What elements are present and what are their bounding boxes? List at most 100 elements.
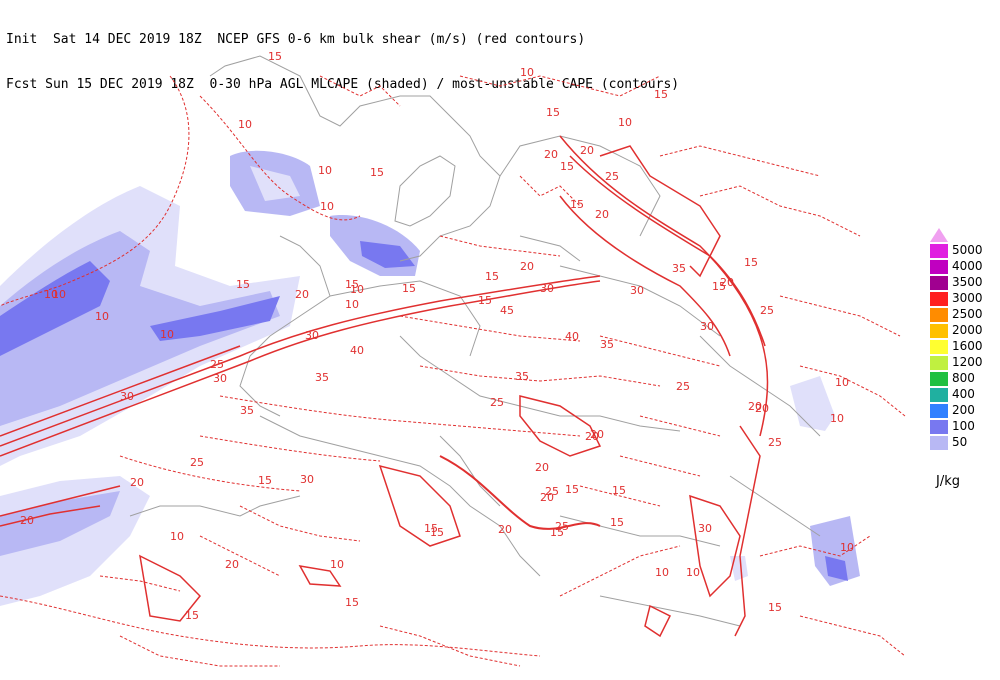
shear-label: 20 (590, 428, 604, 441)
header-init-line: Init Sat 14 DEC 2019 18Z NCEP GFS 0-6 km… (6, 32, 586, 47)
shear-label: 15 (424, 522, 438, 535)
shear-label: 15 (744, 256, 758, 269)
shear-label: 10 (830, 412, 844, 425)
shear-label: 10 (44, 288, 58, 301)
shear-contours (0, 135, 769, 638)
legend-row: 4000 (928, 258, 1000, 274)
shear-label: 25 (190, 456, 204, 469)
legend-label: 800 (952, 371, 975, 385)
shear-label: 15 (570, 198, 584, 211)
shear-label: 15 (185, 609, 199, 622)
shear-label: 15 (546, 106, 560, 119)
shear-label: 45 (500, 304, 514, 317)
shear-label: 25 (210, 358, 224, 371)
legend-swatch (930, 388, 948, 402)
shear-label: 40 (565, 330, 579, 343)
legend-swatch (930, 436, 948, 450)
shear-label: 10 (320, 200, 334, 213)
shear-label: 15 (236, 278, 250, 291)
legend-label: 4000 (952, 259, 983, 273)
legend-swatch (930, 404, 948, 418)
shear-label: 20 (540, 491, 554, 504)
shear-label: 20 (595, 208, 609, 221)
legend-row: 2500 (928, 306, 1000, 322)
shear-label: 15 (610, 516, 624, 529)
legend-row: 800 (928, 370, 1000, 386)
shear-label: 15 (485, 270, 499, 283)
shear-label: 25 (545, 485, 559, 498)
legend-swatch (930, 420, 948, 434)
shear-label: 15 (370, 166, 384, 179)
shear-label: 15 (268, 50, 282, 63)
legend-label: 100 (952, 419, 975, 433)
legend-swatch (930, 276, 948, 290)
legend-label: 400 (952, 387, 975, 401)
shear-label: 10 (95, 310, 109, 323)
shear-label: 15 (258, 474, 272, 487)
shear-label: 20 (535, 461, 549, 474)
shear-label: 15 (345, 596, 359, 609)
shear-label: 10 (318, 164, 332, 177)
shear-label: 20 (520, 260, 534, 273)
legend-swatch (930, 356, 948, 370)
shear-label: 20 (130, 476, 144, 489)
shear-label: 15 (712, 280, 726, 293)
legend-row: 1600 (928, 338, 1000, 354)
shear-label: 15 (612, 484, 626, 497)
shear-label: 10 (618, 116, 632, 129)
legend-row: 200 (928, 402, 1000, 418)
shear-label: 20 (720, 276, 734, 289)
legend-swatch (930, 308, 948, 322)
shear-label: 10 (160, 328, 174, 341)
map-header: Init Sat 14 DEC 2019 18Z NCEP GFS 0-6 km… (6, 2, 679, 107)
shear-label: 10 (330, 558, 344, 571)
shear-label: 25 (555, 520, 569, 533)
shear-label: 15 (402, 282, 416, 295)
shear-label: 20 (748, 400, 762, 413)
legend-row: 2000 (928, 322, 1000, 338)
shear-label: 25 (676, 380, 690, 393)
shear-label: 10 (655, 566, 669, 579)
shear-label: 10 (345, 298, 359, 311)
header-forecast-line: Fcst Sun 15 DEC 2019 18Z 0-30 hPa AGL ML… (6, 77, 680, 92)
legend-swatch (930, 372, 948, 386)
shear-label: 25 (490, 396, 504, 409)
shear-label: 30 (213, 372, 227, 385)
shear-label: 20 (20, 514, 34, 527)
shear-label: 20 (755, 402, 769, 415)
shear-label: 15 (430, 526, 444, 539)
shear-label: 10 (170, 530, 184, 543)
shear-label: 15 (654, 88, 668, 101)
legend-label: 1200 (952, 355, 983, 369)
shear-labels: 1510101510151020101510251015201515152015… (20, 50, 854, 622)
shear-label: 15 (550, 526, 564, 539)
shear-label: 20 (225, 558, 239, 571)
shear-label: 15 (565, 483, 579, 496)
mlcape-shading (0, 150, 860, 606)
legend-units: J/kg (936, 474, 960, 489)
legend-row: 1200 (928, 354, 1000, 370)
shear-label: 25 (605, 170, 619, 183)
shear-label: 10 (520, 66, 534, 79)
legend-row: 50 (928, 434, 1000, 450)
shear-contours-dashed (0, 75, 906, 667)
shear-label: 20 (585, 430, 599, 443)
legend-label: 5000 (952, 243, 983, 257)
shear-label: 10 (238, 118, 252, 131)
legend-label: 50 (952, 435, 968, 449)
shear-label: 15 (345, 278, 359, 291)
legend-swatch (930, 324, 948, 338)
legend-label: 3000 (952, 291, 983, 305)
shear-label: 35 (672, 262, 686, 275)
legend-label: 3500 (952, 275, 983, 289)
shear-label: 15 (560, 160, 574, 173)
legend-row: 3000 (928, 290, 1000, 306)
shear-label: 25 (768, 436, 782, 449)
shear-label: 20 (580, 144, 594, 157)
shear-label: 10 (840, 541, 854, 554)
legend-label: 1600 (952, 339, 983, 353)
shear-label: 20 (295, 288, 309, 301)
legend-swatch (930, 292, 948, 306)
shear-label: 20 (498, 523, 512, 536)
shear-label: 30 (630, 284, 644, 297)
